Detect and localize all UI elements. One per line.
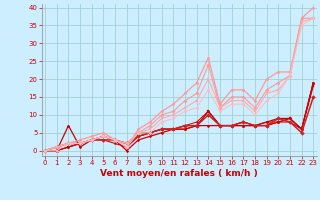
X-axis label: Vent moyen/en rafales ( km/h ): Vent moyen/en rafales ( km/h ) bbox=[100, 169, 258, 178]
